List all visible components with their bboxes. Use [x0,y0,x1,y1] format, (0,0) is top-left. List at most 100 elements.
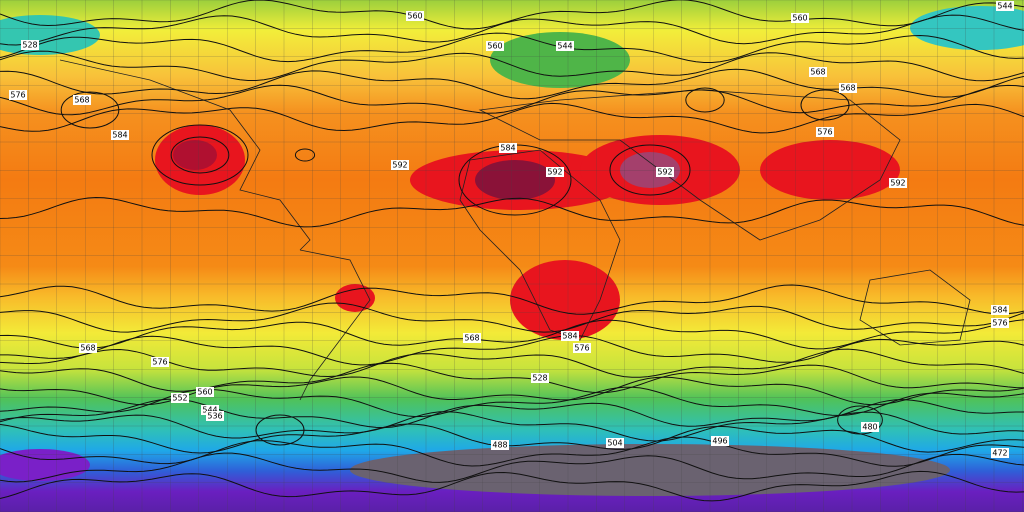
closed-contour [170,136,230,174]
coastline [59,59,311,251]
label-background [816,127,834,137]
contour-label: 528 [22,41,37,50]
height-contour [0,436,1024,467]
closed-contour [151,124,249,186]
contour-label: 576 [10,91,25,100]
height-contour [0,411,1024,442]
contour-label: 592 [392,161,407,170]
height-contour [0,376,1024,406]
height-contour [0,386,1024,418]
contour-label: 576 [992,319,1007,328]
height-contour [0,319,1024,350]
height-contour [0,348,1024,378]
contour-label: 560 [487,42,502,51]
contour-label: 592 [890,179,905,188]
height-contour [0,50,1024,82]
coastline [859,269,971,346]
label-background [73,95,91,105]
contour-label: 544 [997,2,1012,11]
height-contour [0,0,1024,30]
height-contour [0,284,1024,315]
closed-contour [609,144,691,196]
height-contour [0,302,1024,333]
height-contour [0,470,1024,502]
label-background [791,13,809,23]
label-background [561,331,579,341]
contour-label: 496 [712,437,727,446]
cold-region [910,6,1024,50]
closed-contour [255,414,305,446]
label-background [406,11,424,21]
label-background [861,422,879,432]
label-background [839,83,857,93]
contour-label: 584 [992,306,1007,315]
label-background [196,387,214,397]
label-background [991,318,1009,328]
contour-label: 576 [152,358,167,367]
label-background [486,41,504,51]
contour-label: 544 [202,406,217,415]
contour-label: 472 [992,449,1007,458]
contour-label: 576 [817,128,832,137]
height-contour [0,14,1024,46]
height-contour [0,196,1024,228]
label-background [111,130,129,140]
hot-region [335,284,375,312]
label-background [711,436,729,446]
cold-region [490,32,630,88]
label-background [491,440,509,450]
label-background [991,448,1009,458]
closed-contour [294,148,316,162]
hot-core [475,160,555,200]
height-contour [0,32,1024,63]
closed-contour [837,405,883,435]
contour-label: 568 [810,68,825,77]
contour-label: 560 [792,14,807,23]
height-contour [0,362,1024,394]
label-background [201,405,219,415]
contour-label: 504 [607,439,622,448]
label-background [21,40,39,50]
label-background [206,411,224,421]
label-background [991,305,1009,315]
label-background [79,343,97,353]
closed-contour [685,87,725,113]
contour-label: 568 [464,334,479,343]
coastline [459,149,621,341]
label-background [656,167,674,177]
height-contour [0,398,1024,429]
height-contour [0,102,1024,134]
label-background [151,357,169,367]
contour-label: 592 [547,168,562,177]
height-contour [0,84,1024,116]
contour-label: 488 [492,441,507,450]
contour-label: 528 [532,374,547,383]
label-background [531,373,549,383]
hot-region [760,140,900,200]
label-background [889,178,907,188]
contour-label: 568 [840,84,855,93]
coastline [299,249,371,401]
hot-region [510,260,620,340]
height-contour [0,423,1024,454]
regional-anomalies [0,6,1024,496]
label-background [9,90,27,100]
contour-label: 584 [500,144,515,153]
label-background [606,438,624,448]
cold-core [350,444,950,496]
contour-label: 568 [80,344,95,353]
contour-label: 568 [74,96,89,105]
hot-core [620,152,680,188]
closed-contour [60,91,120,129]
label-background [996,1,1014,11]
height-contour [0,452,1024,483]
contour-label: 576 [574,344,589,353]
contour-labels: 544 560 560 528 560 544 568 568 576 568 584 592 584 5… [9,1,1014,458]
height-contour [0,335,1024,366]
contour-label: 584 [112,131,127,140]
contour-label: 536 [207,412,222,421]
contour-label: 544 [557,42,572,51]
